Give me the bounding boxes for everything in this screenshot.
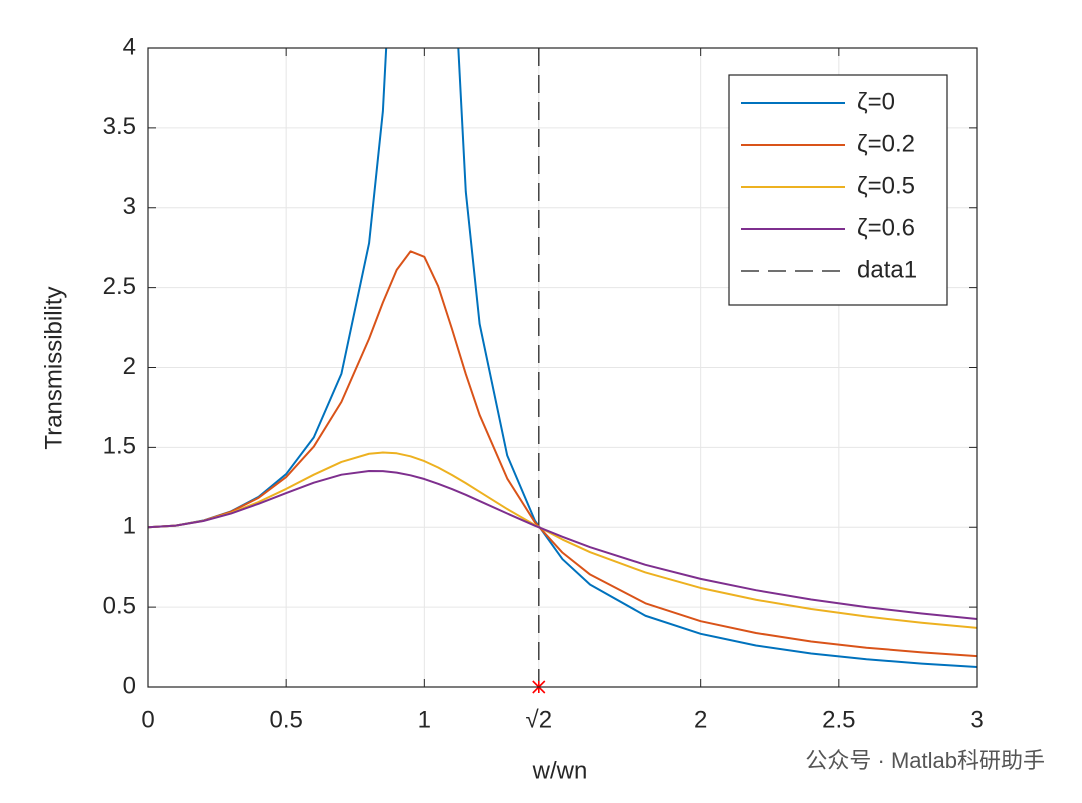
y-tick-label: 0.5	[103, 592, 136, 619]
y-tick-label: 1	[123, 513, 136, 540]
watermark: 公众号 · Matlab科研助手	[805, 748, 1045, 773]
y-tick-label: 2	[123, 353, 136, 380]
y-axis-label: Transmissibility	[40, 286, 67, 449]
x-tick-label: 2.5	[822, 706, 855, 733]
y-tick-label: 0	[123, 672, 136, 699]
x-tick-label: 1	[418, 706, 431, 733]
y-tick-label: 3	[123, 193, 136, 220]
series-line	[148, 470, 977, 620]
legend-box	[728, 74, 948, 306]
x-tick-label: 2	[694, 706, 707, 733]
axes-box	[147, 47, 978, 688]
y-tick-label: 1.5	[103, 433, 136, 460]
y-tick-label: 3.5	[103, 113, 136, 140]
legend-label: data1	[857, 256, 917, 283]
legend-label: ζ=0.6	[857, 214, 915, 241]
plot-area	[148, 48, 977, 687]
legend-label: ζ=0.5	[857, 172, 915, 199]
x-tick-label: 3	[970, 706, 983, 733]
y-tick-label: 2.5	[103, 273, 136, 300]
legend-label: ζ=0	[857, 88, 895, 115]
series-line	[148, 250, 977, 658]
x-tick-label: 0.5	[269, 706, 302, 733]
x-tick-label: 0	[141, 706, 154, 733]
x-axis-label: w/wn	[532, 757, 588, 784]
legend-label: ζ=0.2	[857, 130, 915, 157]
y-tick-label: 4	[123, 33, 136, 60]
x-tick-label: √2	[526, 706, 553, 733]
series-line	[148, 451, 977, 629]
